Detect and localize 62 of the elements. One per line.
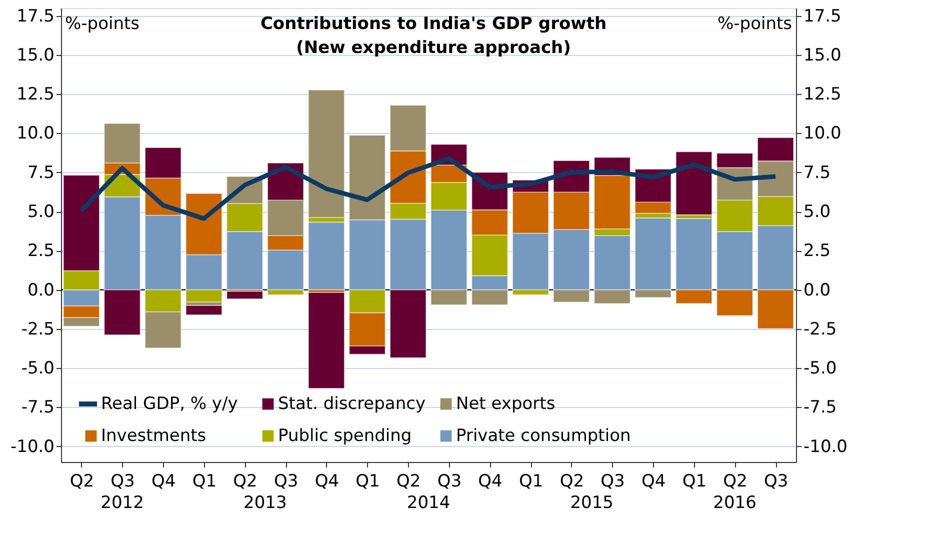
x-tick-label: Q3 bbox=[110, 472, 135, 492]
x-tick-label: Q2 bbox=[723, 472, 748, 492]
legend-label: Stat. discrepancy bbox=[278, 394, 426, 414]
text: 2014 bbox=[406, 493, 450, 513]
y2-tick-label: -5.0 bbox=[804, 358, 837, 379]
x-tick-label: Q2 bbox=[70, 472, 94, 492]
x-tick-label: Q2 bbox=[560, 472, 584, 492]
y-tick-label: -2.5 bbox=[21, 319, 54, 340]
legend-label: Real GDP, % y/y bbox=[101, 394, 238, 414]
y-tick-label: 12.5 bbox=[16, 84, 54, 105]
text: 2013 bbox=[244, 493, 287, 513]
y-tick-label: 15.0 bbox=[16, 45, 54, 66]
y2-tick-label: 7.5 bbox=[804, 162, 831, 183]
y-tick-label: 10.0 bbox=[16, 124, 54, 144]
bar bbox=[308, 292, 345, 389]
y-axis-title: %-points bbox=[65, 14, 140, 34]
y2-tick-label: 5.0 bbox=[804, 202, 831, 222]
y2-tick-label: 2.5 bbox=[804, 241, 831, 262]
chart-title: Contributions to India's GDP growth bbox=[260, 14, 607, 34]
bar bbox=[186, 305, 222, 316]
text: (New expenditure approach) bbox=[296, 38, 571, 58]
x-tick-label: Q3 bbox=[600, 472, 625, 492]
bar bbox=[308, 222, 345, 290]
y2-tick-label: 15.0 bbox=[804, 45, 842, 66]
y2-tick-label: -7.5 bbox=[804, 398, 837, 418]
y2-tick-label: 12.5 bbox=[804, 84, 842, 105]
y-tick-label: 17.5 bbox=[16, 6, 54, 26]
x-tick-label: Q2 bbox=[396, 472, 421, 492]
y2-tick-label: 17.5 bbox=[804, 6, 842, 26]
legend-label: Investments bbox=[101, 426, 206, 446]
text: 2015 bbox=[570, 493, 614, 513]
x-tick-label: Q3 bbox=[437, 472, 462, 492]
x-tick-label: Q1 bbox=[682, 472, 707, 492]
y-tick-label: -7.5 bbox=[21, 398, 54, 418]
legend-label: Net exports bbox=[456, 394, 556, 414]
bar bbox=[676, 151, 712, 216]
x-tick-label: Q4 bbox=[478, 472, 502, 492]
x-tick-label: Q2 bbox=[233, 472, 258, 492]
y2-axis-title: %-points bbox=[718, 14, 792, 34]
text: 2016 bbox=[713, 493, 756, 513]
x-tick-label: Q4 bbox=[151, 472, 176, 492]
x-tick-label: Q3 bbox=[764, 472, 788, 492]
y2-tick-label: 10.0 bbox=[804, 124, 842, 144]
x-tick-label: Q3 bbox=[274, 472, 298, 492]
x-tick-label: Q4 bbox=[314, 472, 340, 492]
text: 2012 bbox=[100, 493, 144, 513]
y-tick-label: 7.5 bbox=[27, 162, 54, 183]
y-tick-label: 2.5 bbox=[27, 241, 54, 262]
x-tick-label: Q1 bbox=[518, 472, 544, 492]
y2-tick-label: -2.5 bbox=[804, 319, 837, 340]
y-tick-label: 0.0 bbox=[27, 280, 54, 300]
legend-label: Public spending bbox=[278, 426, 412, 446]
y-tick-label: 5.0 bbox=[27, 202, 54, 222]
y2-tick-label: 0.0 bbox=[804, 280, 831, 300]
y2-tick-label: -10.0 bbox=[804, 436, 848, 457]
x-tick-label: Q1 bbox=[192, 472, 217, 492]
x-tick-label: Q4 bbox=[641, 472, 666, 492]
x-tick-label: Q1 bbox=[356, 472, 380, 492]
line-series bbox=[79, 156, 778, 221]
y-tick-label: -10.0 bbox=[10, 436, 54, 457]
legend-label: Private consumption bbox=[456, 426, 631, 446]
y-tick-label: -5.0 bbox=[21, 358, 54, 379]
